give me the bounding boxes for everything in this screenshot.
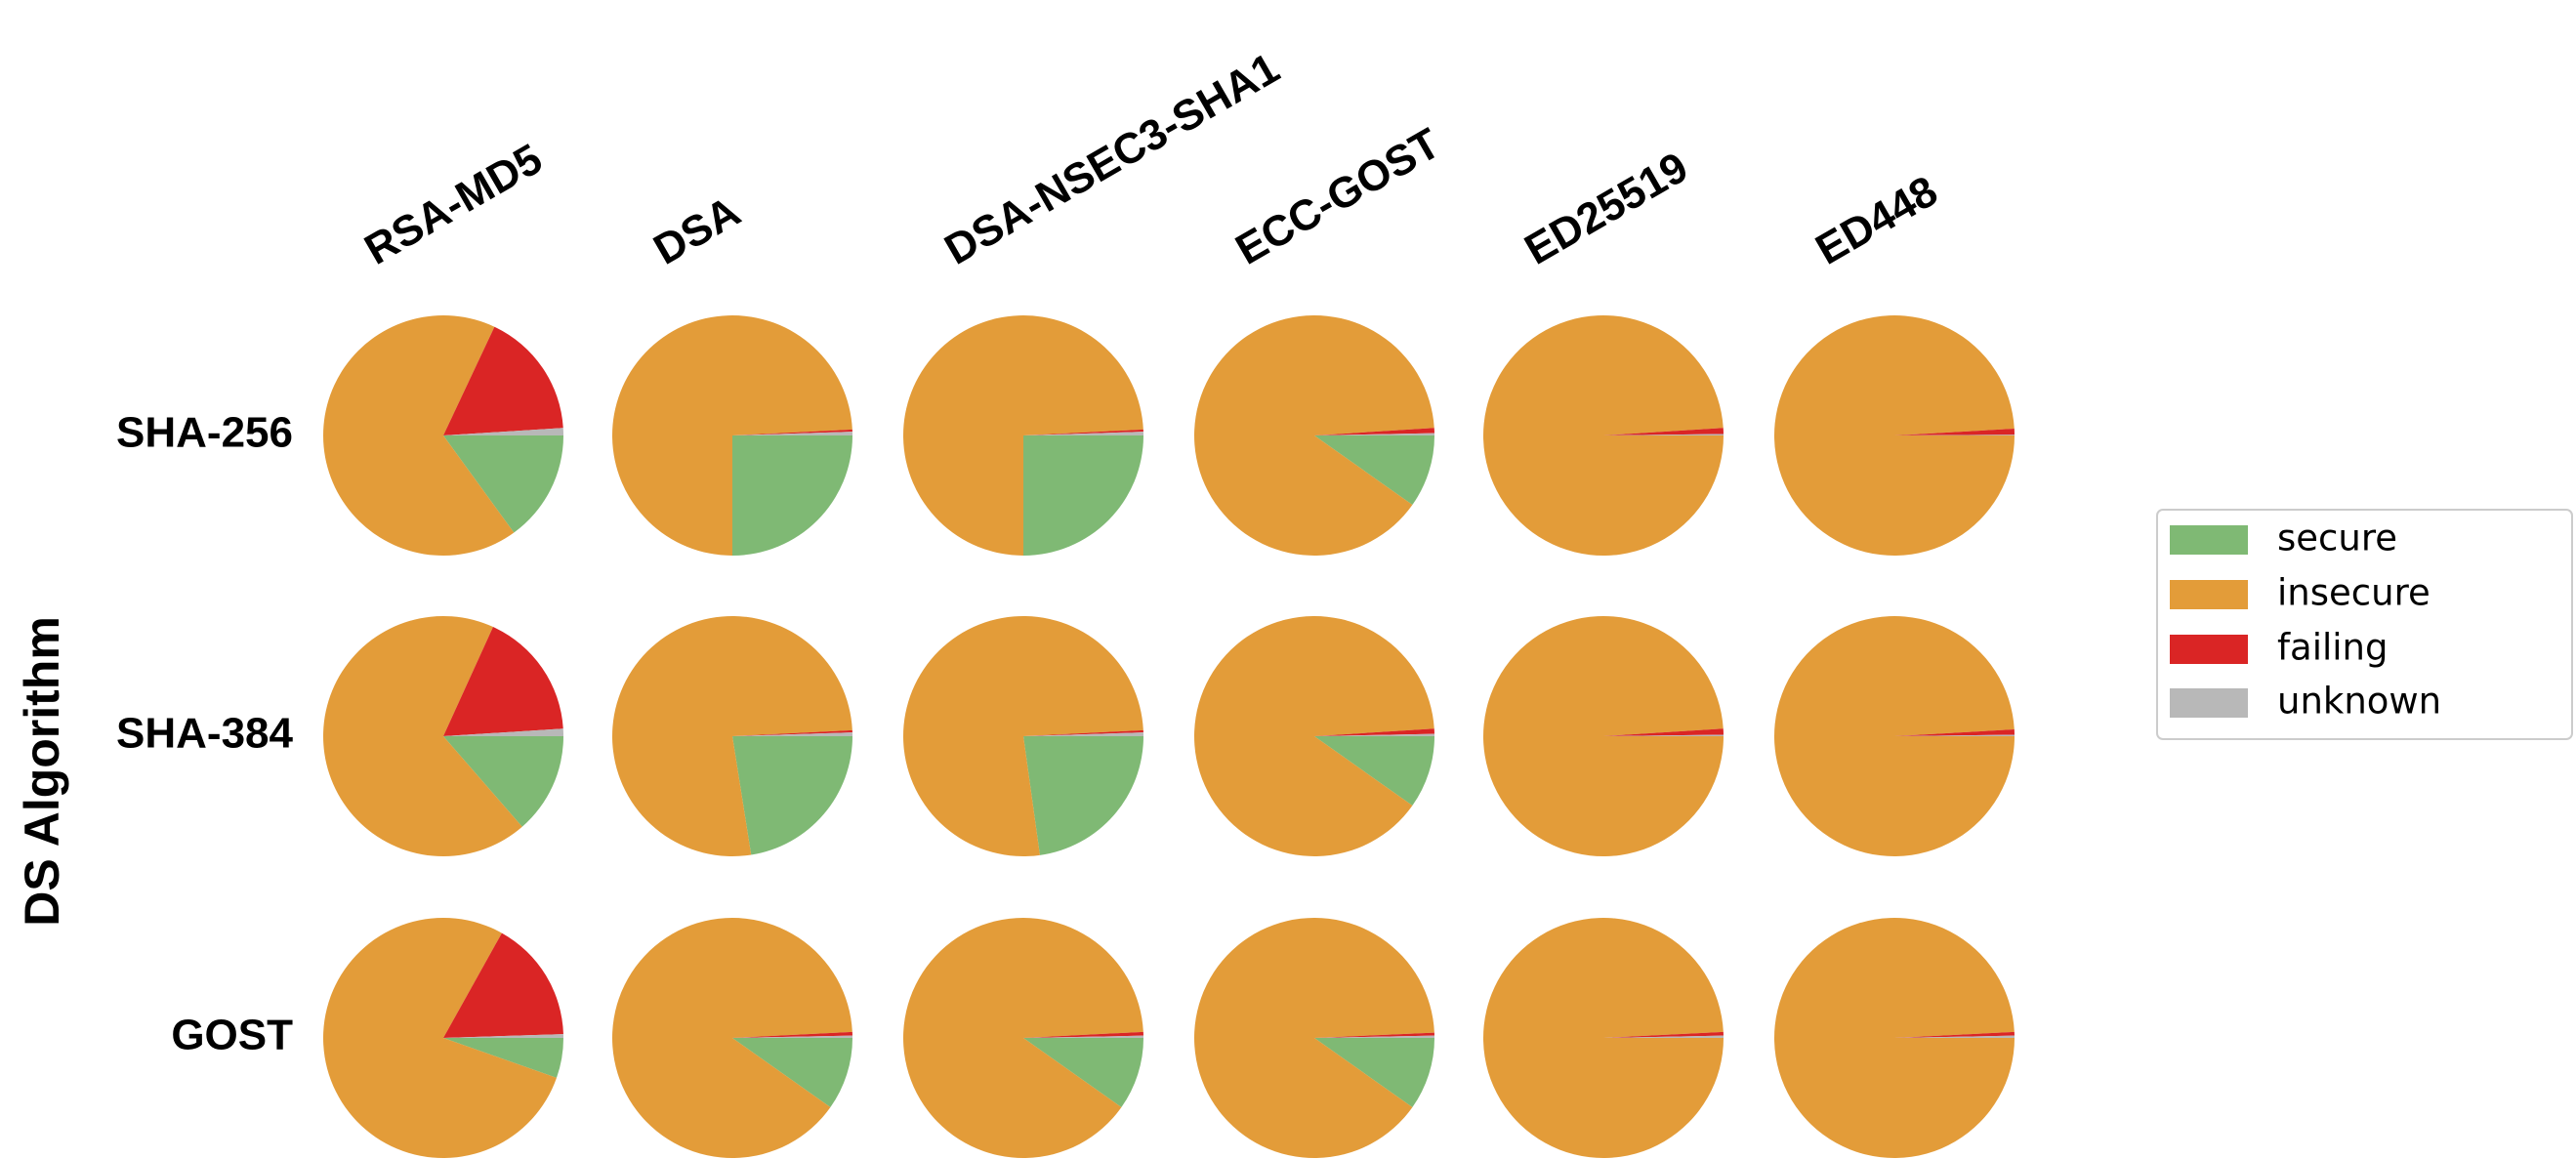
pie-slice <box>1774 917 2015 1158</box>
pie-slice <box>732 736 852 855</box>
pie-slice <box>611 315 852 556</box>
pie-slice <box>1023 732 1143 736</box>
legend-label: unknown <box>2277 681 2441 723</box>
pie-slice <box>1894 429 2015 435</box>
pie-slice <box>903 315 1143 556</box>
pie-slice <box>732 1035 852 1038</box>
pie-slice <box>443 326 563 435</box>
pie-slice <box>322 315 515 556</box>
pie-slice <box>732 429 852 435</box>
pie-slice <box>323 616 522 856</box>
pie-slice <box>443 435 563 533</box>
legend-swatch <box>2170 525 2248 555</box>
pie-slice <box>1023 432 1143 435</box>
pie-slice <box>1023 729 1143 736</box>
column-label: ED25519 <box>1517 144 1695 274</box>
column-label: ECC-GOST <box>1227 119 1448 274</box>
legend-label: insecure <box>2277 572 2431 614</box>
pie-slice <box>1774 615 2015 856</box>
pie-slice <box>443 1038 563 1078</box>
pie-slice <box>1894 1035 2015 1038</box>
pie-slice <box>443 627 563 736</box>
pie-slice <box>732 435 852 556</box>
legend-label: secure <box>2277 517 2397 559</box>
column-label: DSA <box>645 187 748 274</box>
pie-slice <box>612 917 852 1158</box>
pie-slice <box>1023 1035 1143 1038</box>
pie-slice <box>1314 1035 1434 1038</box>
pie-slice <box>1894 734 2015 736</box>
pie-slice <box>1314 733 1434 736</box>
pie-slice <box>1314 736 1434 807</box>
pie-slice <box>903 615 1143 856</box>
pie-slice <box>1603 728 1724 736</box>
legend-box <box>2156 509 2573 740</box>
pie-slice <box>1482 314 1724 556</box>
pie-slice <box>902 917 1143 1158</box>
legend-swatch <box>2170 580 2248 609</box>
pie-slice <box>1894 729 2015 736</box>
pie-slice <box>1314 435 1434 506</box>
pie-slice <box>1314 428 1434 435</box>
pie-slice <box>1482 615 1724 856</box>
pie-slice <box>1482 918 1724 1159</box>
y-axis-label: DS Algorithm <box>15 616 69 927</box>
pie-slice <box>1194 615 1434 856</box>
pie-slice <box>1314 433 1434 435</box>
legend-swatch <box>2170 688 2248 718</box>
row-label: GOST <box>171 1012 293 1059</box>
pie-slice <box>443 428 563 435</box>
pie-slice <box>1314 1032 1434 1038</box>
pie-slice <box>732 432 852 435</box>
pie-slice <box>612 615 852 856</box>
pie-slice <box>732 1031 852 1038</box>
pie-slice <box>323 918 557 1159</box>
pie-slice <box>1023 1038 1143 1108</box>
pie-slice <box>443 932 563 1038</box>
pie-slice <box>1023 736 1143 855</box>
row-label: SHA-256 <box>116 409 293 457</box>
pie-slice <box>1193 917 1434 1158</box>
column-label: ED448 <box>1807 167 1945 274</box>
legend-swatch <box>2170 635 2248 664</box>
pie-slice <box>443 728 563 736</box>
pie-slice <box>1603 1035 1724 1038</box>
pie-slice <box>1894 1031 2015 1038</box>
pie-slice <box>1314 1038 1434 1108</box>
pie-slice <box>1603 734 1724 736</box>
pie-slice <box>1023 429 1143 435</box>
pie-slice <box>1193 314 1434 556</box>
pie-slice <box>732 1038 852 1108</box>
pie-slice <box>443 1034 563 1038</box>
pie-slice <box>732 729 852 736</box>
pie-slice <box>732 732 852 736</box>
pie-slice <box>1603 434 1724 435</box>
pie-slice <box>1023 435 1143 556</box>
legend-label: failing <box>2277 627 2388 669</box>
pie-slice <box>1774 314 2015 556</box>
pie-slice <box>1023 1031 1143 1038</box>
pie-slice <box>1314 728 1434 736</box>
pie-slice <box>1603 428 1724 435</box>
pie-slice <box>443 736 563 827</box>
column-label: RSA-MD5 <box>356 135 550 274</box>
pie-slice <box>1603 1031 1724 1038</box>
row-label: SHA-384 <box>116 710 293 758</box>
